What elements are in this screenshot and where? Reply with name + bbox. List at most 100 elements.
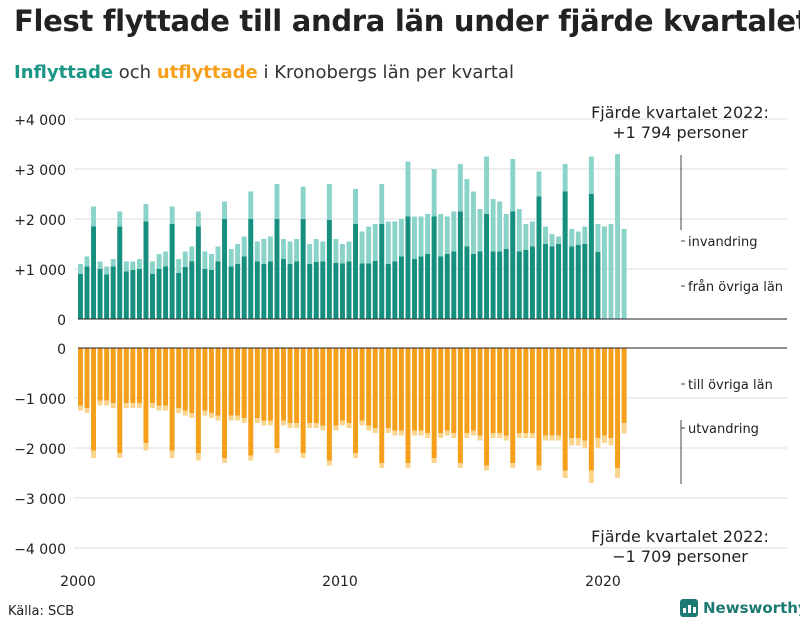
bar-inflow-domestic-55 [438, 256, 444, 319]
bar-inflow-domestic-8 [130, 270, 136, 319]
bar-inflow-domestic-48 [392, 261, 398, 319]
bar-inflow-domestic-21 [215, 261, 221, 319]
bar-outflow-domestic-65 [503, 348, 509, 436]
bar-outflow-domestic-44 [366, 348, 372, 426]
bar-inflow-domestic-61 [477, 251, 483, 319]
chart-title: Flest flyttade till andra län under fjär… [14, 4, 800, 38]
bar-inflow-total-80 [602, 226, 607, 319]
bar-outflow-domestic-48 [392, 348, 398, 431]
bar-outflow-domestic-1 [84, 348, 90, 408]
subtitle-inflow-word: Inflyttade [14, 62, 114, 83]
bar-outflow-domestic-50 [405, 348, 411, 463]
bar-outflow-domestic-55 [438, 348, 444, 433]
bar-outflow-domestic-70 [536, 348, 542, 466]
axes [78, 318, 787, 349]
bar-outflow-domestic-31 [281, 348, 286, 421]
annotation-bottom-line1: Fjärde kvartalet 2022: [591, 527, 769, 546]
bar-outflow-domestic-6 [117, 348, 123, 453]
bar-outflow-domestic-40 [340, 348, 345, 421]
bar-inflow-domestic-25 [241, 256, 247, 319]
bar-outflow-domestic-19 [202, 348, 208, 411]
y-tick-labels: +4 000 +3 000 +2 000 +1 000 0 0 −1 000 −… [14, 113, 66, 558]
bar-outflow-domestic-11 [150, 348, 155, 403]
bar-inflow-total-82 [615, 154, 620, 319]
bar-inflow-domestic-6 [117, 226, 123, 319]
bar-inflow-domestic-75 [569, 246, 575, 319]
bar-outflow-domestic-47 [385, 348, 391, 428]
bar-inflow-domestic-32 [287, 264, 293, 319]
bar-inflow-domestic-46 [379, 224, 385, 319]
bar-outflow-domestic-22 [222, 348, 227, 458]
bar-outflow-domestic-46 [379, 348, 385, 463]
bar-inflow-total-83 [621, 229, 627, 319]
bar-outflow-domestic-75 [569, 348, 575, 438]
bar-outflow-domestic-36 [313, 348, 319, 423]
bar-outflow-domestic-30 [274, 348, 280, 448]
bar-inflow-domestic-79 [595, 252, 601, 319]
bar-outflow-domestic-51 [412, 348, 417, 431]
subtitle-text-2: i Kronobergs län per kvartal [257, 62, 514, 83]
bar-outflow-domestic-26 [248, 348, 254, 456]
bar-outflow-domestic-15 [176, 348, 182, 408]
bar-outflow-domestic-12 [156, 348, 162, 406]
x-tick-2010: 2010 [322, 574, 358, 590]
bar-outflow-domestic-29 [267, 348, 273, 421]
bar-outflow-domestic-2 [91, 348, 96, 451]
bar-inflow-domestic-72 [549, 246, 555, 319]
bar-inflow-domestic-66 [510, 211, 516, 319]
bar-inflow-domestic-30 [274, 219, 280, 319]
bar-inflow-domestic-1 [84, 266, 90, 319]
bar-outflow-domestic-82 [615, 348, 620, 468]
bar-outflow-domestic-76 [575, 348, 581, 438]
bar-outflow-domestic-7 [123, 348, 129, 403]
newsworthy-logo-text: Newsworthy [703, 599, 800, 617]
series-label-utvandring: utvandring [688, 422, 759, 437]
bar-inflow-domestic-43 [359, 263, 365, 319]
bar-inflow-domestic-67 [516, 251, 522, 319]
bar-inflow-domestic-56 [444, 254, 450, 319]
bar-inflow-domestic-13 [163, 266, 169, 319]
bar-outflow-domestic-34 [300, 348, 306, 453]
x-tick-2020: 2020 [585, 574, 621, 590]
bar-inflow-domestic-23 [228, 266, 234, 319]
bar-inflow-domestic-36 [313, 262, 319, 319]
bar-outflow-domestic-53 [425, 348, 431, 433]
bar-inflow-domestic-70 [536, 196, 542, 319]
bar-inflow-total-81 [608, 224, 614, 319]
bar-outflow-domestic-16 [182, 348, 188, 411]
bar-outflow-domestic-59 [464, 348, 470, 433]
bar-outflow-domestic-61 [477, 348, 483, 436]
bar-inflow-domestic-63 [490, 251, 496, 319]
bar-inflow-domestic-76 [575, 245, 581, 319]
bar-outflow-domestic-17 [189, 348, 195, 413]
bar-outflow-domestic-77 [582, 348, 588, 441]
bar-outflow-domestic-63 [490, 348, 496, 433]
bar-inflow-domestic-20 [209, 270, 214, 319]
x-tick-labels: 2000 2010 2020 [60, 574, 621, 590]
bar-outflow-domestic-39 [333, 348, 339, 426]
bar-inflow-domestic-73 [556, 244, 562, 319]
bar-inflow-domestic-45 [372, 261, 378, 319]
bar-outflow-domestic-81 [608, 348, 614, 438]
bar-inflow-domestic-38 [326, 220, 332, 319]
bar-inflow-domestic-57 [451, 251, 457, 319]
bar-inflow-domestic-4 [104, 274, 110, 319]
bar-inflow-domestic-71 [543, 244, 548, 319]
bar-outflow-domestic-54 [431, 348, 437, 458]
bar-inflow-domestic-74 [562, 191, 568, 319]
bar-inflow-domestic-50 [405, 216, 411, 319]
bar-outflow-domestic-71 [543, 348, 548, 436]
bar-inflow-domestic-3 [97, 269, 103, 319]
series-label-invandring: invandring [688, 235, 757, 250]
bar-inflow-domestic-12 [156, 269, 162, 319]
bar-outflow-domestic-64 [497, 348, 503, 433]
bar-inflow-domestic-35 [307, 264, 313, 319]
bar-outflow-domestic-4 [104, 348, 110, 401]
bar-inflow-domestic-31 [281, 259, 286, 319]
y-tick-bottom-4: −4 000 [14, 542, 66, 558]
bar-outflow-domestic-78 [588, 348, 594, 471]
bar-inflow-domestic-52 [418, 256, 424, 319]
bar-outflow-domestic-33 [294, 348, 300, 423]
bar-inflow-domestic-78 [588, 194, 594, 319]
bar-series [78, 154, 627, 483]
